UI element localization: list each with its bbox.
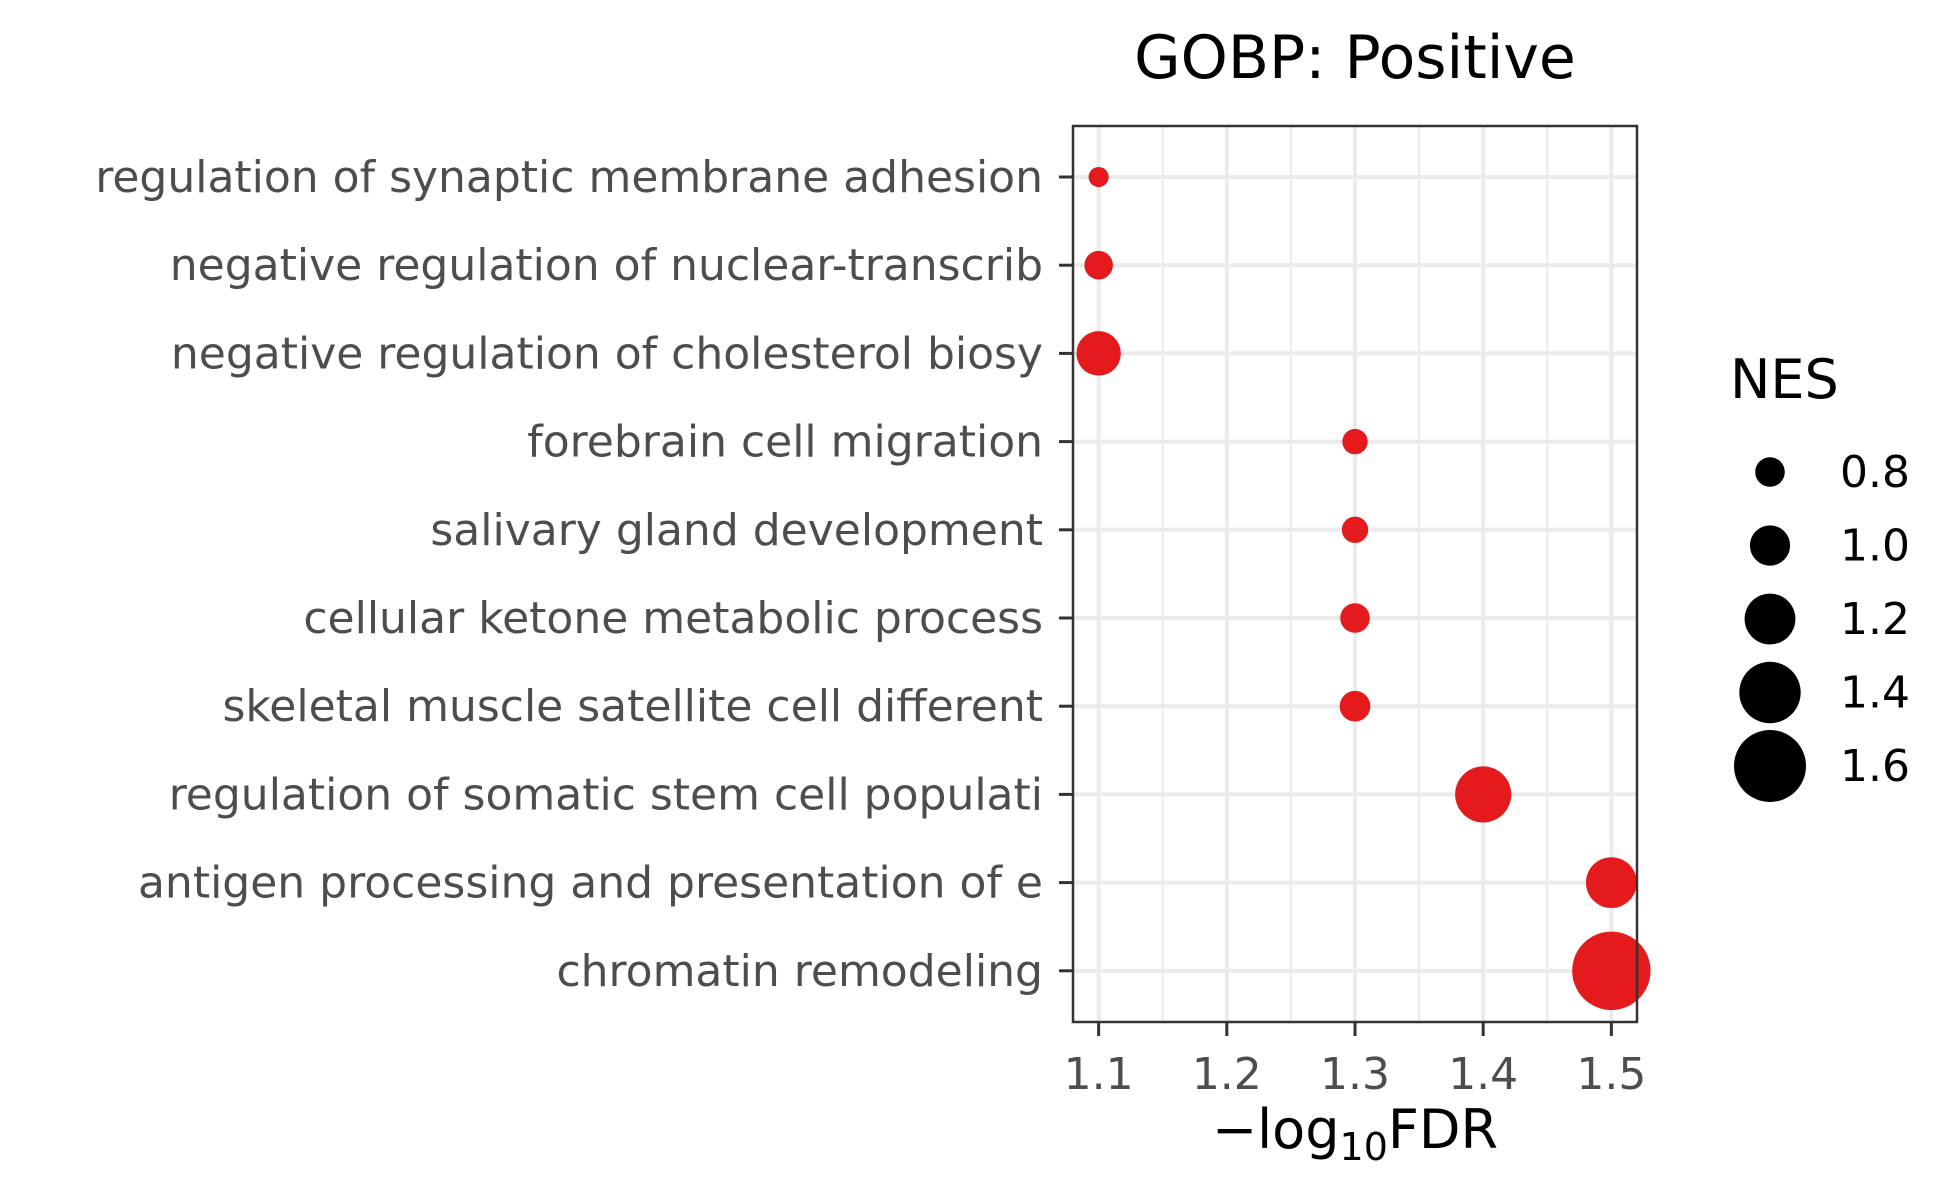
legend-key — [1734, 730, 1806, 802]
y-tick-label: cellular ketone metabolic process — [303, 593, 1043, 644]
y-tick-label: skeletal muscle satellite cell different — [222, 681, 1043, 732]
y-tick-label: regulation of somatic stem cell populati — [169, 769, 1043, 820]
data-points — [1076, 166, 1651, 1010]
legend-title: NES — [1730, 348, 1839, 411]
y-tick-label: regulation of synaptic membrane adhesion — [95, 152, 1043, 203]
x-tick-label: 1.2 — [1192, 1049, 1262, 1100]
x-axis-title-suffix: FDR — [1388, 1098, 1498, 1161]
data-point — [1341, 516, 1369, 544]
y-tick-label: salivary gland development — [430, 505, 1043, 556]
y-tick-label: chromatin remodeling — [556, 946, 1043, 997]
data-point — [1076, 331, 1121, 376]
plot-area — [1071, 124, 1651, 1024]
legend-label: 1.2 — [1840, 594, 1910, 645]
x-axis-title: −log10FDR — [1212, 1098, 1498, 1169]
legend-label: 0.8 — [1840, 447, 1910, 498]
data-point — [1339, 690, 1371, 722]
legend-label: 1.4 — [1840, 668, 1910, 719]
chart-title: GOBP: Positive — [1134, 23, 1576, 93]
y-tick-label: negative regulation of nuclear-transcrib — [170, 240, 1043, 291]
y-tick-label: negative regulation of cholesterol biosy — [171, 328, 1043, 379]
legend-key — [1749, 525, 1791, 566]
x-tick-label: 1.4 — [1448, 1049, 1518, 1100]
y-tick-label: forebrain cell migration — [527, 417, 1043, 468]
data-point — [1340, 603, 1370, 633]
legend: NES 0.8 1.0 1.2 1.4 1.6 — [1730, 348, 1910, 802]
x-axis-title-subscript: 10 — [1340, 1125, 1388, 1169]
data-point — [1455, 766, 1512, 823]
legend-key — [1755, 457, 1785, 487]
legend-key — [1739, 661, 1801, 724]
data-point — [1084, 250, 1113, 280]
data-point — [1088, 166, 1109, 188]
x-axis-ticks: 1.1 1.2 1.3 1.4 1.5 — [1064, 1022, 1646, 1100]
x-tick-label: 1.3 — [1320, 1049, 1390, 1100]
x-axis-title-prefix: −log — [1212, 1098, 1340, 1161]
legend-label: 1.0 — [1840, 521, 1910, 572]
y-axis-labels: regulation of synaptic membrane adhesion… — [95, 152, 1073, 997]
legend-label: 1.6 — [1840, 741, 1910, 792]
data-point — [1342, 428, 1368, 455]
y-tick-label: antigen processing and presentation of e — [138, 858, 1043, 909]
x-tick-label: 1.5 — [1576, 1049, 1646, 1100]
data-point — [1572, 931, 1651, 1010]
legend-key — [1744, 593, 1796, 645]
x-tick-label: 1.1 — [1064, 1049, 1134, 1100]
data-point — [1585, 857, 1637, 908]
